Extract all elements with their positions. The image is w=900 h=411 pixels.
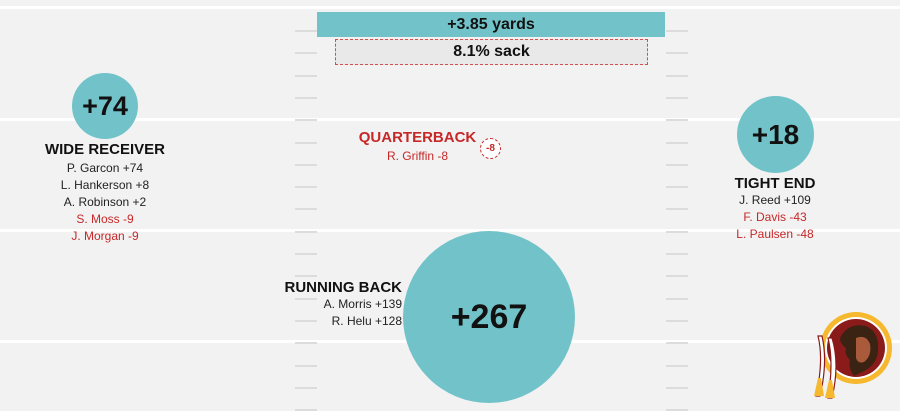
yard-line (0, 229, 900, 232)
hash-mark (666, 186, 688, 188)
hash-mark (666, 409, 688, 411)
hash-mark (666, 231, 688, 233)
hash-mark (295, 320, 317, 322)
running-back-value: +267 (450, 297, 528, 336)
wide-receiver-circle: +74 (72, 73, 138, 139)
hash-mark (666, 97, 688, 99)
yard-line (0, 6, 900, 9)
player-row: R. Helu +128 (331, 314, 402, 328)
hash-mark (666, 275, 688, 277)
hash-mark (666, 320, 688, 322)
tight-end-title: TIGHT END (734, 175, 816, 192)
sack-rate-bar: 8.1% sack (335, 39, 648, 65)
player-row: R. Griffin -8 (386, 149, 449, 163)
hash-mark (666, 30, 688, 32)
player-row: L. Hankerson +8 (60, 178, 150, 192)
redskins-logo-icon (814, 312, 892, 399)
player-row: S. Moss -9 (76, 212, 134, 226)
quarterback-value: -8 (486, 143, 495, 154)
running-back-circle: +267 (403, 231, 575, 403)
hash-mark (666, 342, 688, 344)
hash-mark (295, 365, 317, 367)
yards-per-play-bar: +3.85 yards (317, 12, 665, 37)
yard-line (0, 118, 900, 121)
hash-mark (295, 97, 317, 99)
hash-mark (666, 142, 688, 144)
hash-mark (666, 75, 688, 77)
hash-mark (295, 75, 317, 77)
hash-mark (295, 186, 317, 188)
tight-end-players: J. Reed +109 F. Davis -43 L. Paulsen -48 (705, 192, 845, 243)
quarterback-players: R. Griffin -8 (360, 148, 475, 165)
running-back-players: A. Morris +139 R. Helu +128 (262, 296, 402, 330)
player-row: L. Paulsen -48 (736, 227, 814, 241)
hash-mark (295, 342, 317, 344)
hash-mark (295, 275, 317, 277)
hash-mark (666, 164, 688, 166)
tight-end-circle: +18 (737, 96, 814, 173)
player-row: A. Morris +139 (323, 297, 402, 311)
hash-mark (295, 231, 317, 233)
wide-receiver-title: WIDE RECEIVER (44, 141, 165, 158)
running-back-title: RUNNING BACK (284, 279, 403, 296)
hash-mark (295, 208, 317, 210)
tight-end-value: +18 (751, 118, 800, 150)
hash-mark (666, 253, 688, 255)
hash-mark (295, 30, 317, 32)
hash-mark (295, 298, 317, 300)
hash-mark (295, 409, 317, 411)
quarterback-circle: -8 (480, 138, 501, 159)
wide-receiver-value: +74 (82, 90, 128, 121)
hash-mark (666, 52, 688, 54)
quarterback-title: QUARTERBACK (358, 129, 477, 146)
hash-mark (666, 119, 688, 121)
hash-mark (295, 52, 317, 54)
hash-mark (295, 142, 317, 144)
wide-receiver-players: P. Garcon +74 L. Hankerson +8 A. Robinso… (40, 160, 170, 245)
player-row: J. Reed +109 (739, 193, 811, 207)
hash-mark (666, 208, 688, 210)
hash-mark (295, 119, 317, 121)
hash-mark (666, 365, 688, 367)
player-row: J. Morgan -9 (71, 229, 139, 243)
sack-label: 8.1% sack (453, 43, 530, 60)
hash-mark (295, 164, 317, 166)
hash-mark (666, 298, 688, 300)
player-row: A. Robinson +2 (63, 195, 147, 209)
hash-mark (295, 253, 317, 255)
player-row: P. Garcon +74 (66, 161, 144, 175)
yards-label: +3.85 yards (447, 15, 535, 33)
player-row: F. Davis -43 (743, 210, 807, 224)
hash-mark (295, 387, 317, 389)
hash-mark (666, 387, 688, 389)
